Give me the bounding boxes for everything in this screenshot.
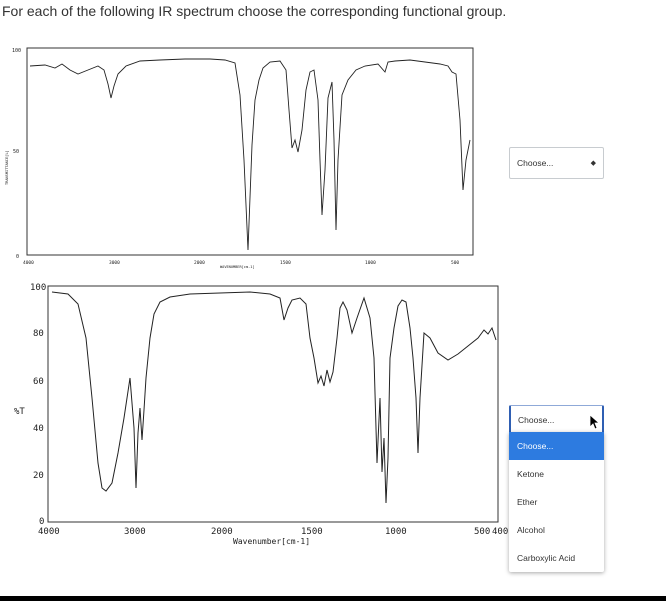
x-tick-label: 500: [451, 260, 459, 266]
select-2-value: Choose...: [518, 415, 555, 425]
option-alcohol[interactable]: Alcohol: [517, 525, 545, 535]
x-tick-label: 4000: [23, 260, 34, 266]
x-tick-label: 1500: [301, 527, 323, 537]
option-choose[interactable]: Choose...: [509, 432, 604, 460]
spectrum-1-trace: [29, 58, 471, 251]
x-tick-label: 1000: [385, 527, 407, 537]
spectrum-2-trace: [51, 291, 497, 504]
ir-spectrum-2: 100 80 60 40 20 0 %T 4000 3000 2000 1500…: [14, 283, 508, 546]
y-tick-label: 100: [30, 283, 46, 293]
x-tick-label: 1500: [280, 260, 291, 266]
x-tick-label: 1000: [365, 260, 376, 266]
mouse-cursor-icon: [589, 414, 601, 430]
y-tick-label: 20: [33, 471, 44, 481]
y-axis-label: TRANSMITTANCE[%]: [5, 150, 9, 185]
up-down-caret-icon: ◆: [590, 160, 596, 167]
y-tick-label: 60: [33, 377, 44, 387]
x-tick-label: 3000: [124, 527, 146, 537]
functional-group-select-2[interactable]: Choose... ◆: [509, 405, 604, 435]
option-carboxylic-acid[interactable]: Carboxylic Acid: [517, 553, 576, 563]
y-tick-label: 100: [12, 48, 21, 54]
x-tick-label: 3000: [109, 260, 120, 266]
bottom-bar: [0, 596, 666, 601]
functional-group-select-1[interactable]: Choose... ◆: [509, 147, 604, 179]
y-tick-label: 50: [13, 149, 19, 155]
x-axis-label: Wavenumber[cm-1]: [233, 537, 310, 546]
question-text: For each of the following IR spectrum ch…: [2, 3, 507, 19]
select-1-value: Choose...: [517, 158, 554, 168]
y-tick-label: 0: [39, 517, 44, 527]
x-axis-label: WAVENUMBER[cm-1]: [220, 265, 255, 269]
y-tick-label: 0: [16, 254, 19, 260]
plot-frame-2: [47, 285, 499, 523]
y-tick-label: 40: [33, 424, 44, 434]
x-tick-label: 400: [492, 527, 508, 537]
option-ketone[interactable]: Ketone: [517, 469, 544, 479]
y-axis-label: %T: [14, 407, 25, 417]
x-tick-label: 4000: [38, 527, 60, 537]
x-tick-label: 2000: [211, 527, 233, 537]
ir-spectrum-1: 100 50 0 TRANSMITTANCE[%] 4000 3000 2000…: [5, 47, 474, 269]
option-ether[interactable]: Ether: [517, 497, 538, 507]
x-tick-label: 500: [474, 527, 490, 537]
plot-frame-1: [26, 47, 474, 256]
y-tick-label: 80: [33, 329, 44, 339]
select-2-dropdown: Choose... Ketone Ether Alcohol Carboxyli…: [509, 432, 604, 572]
x-tick-label: 2000: [194, 260, 205, 266]
